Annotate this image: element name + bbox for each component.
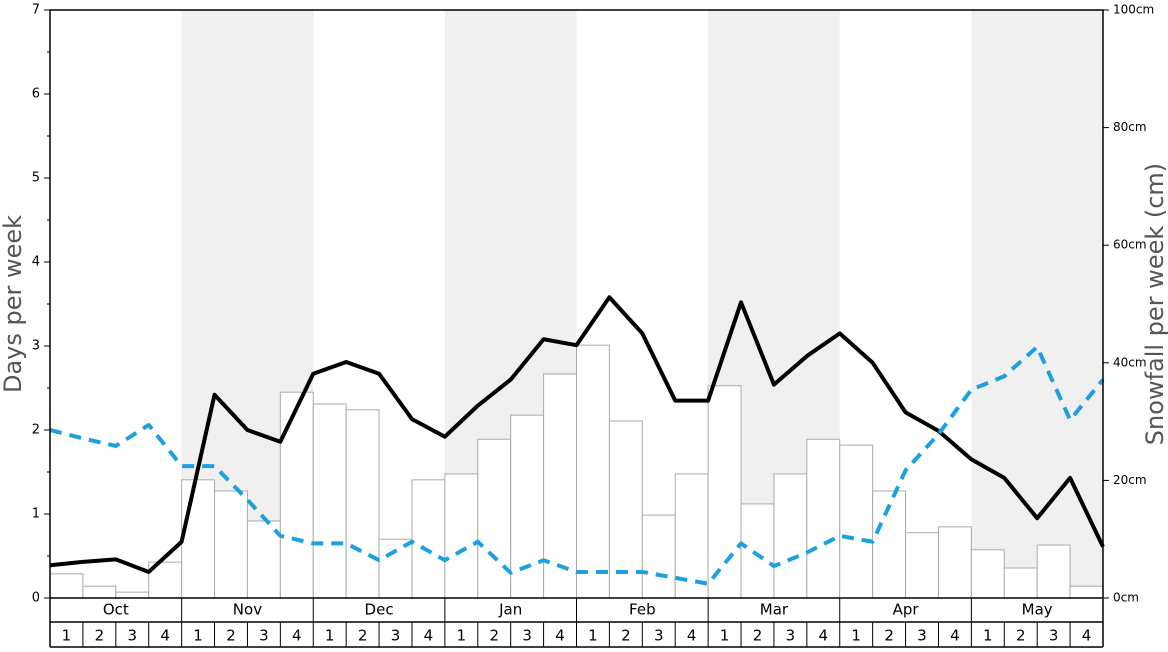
bar	[1003, 567, 1038, 599]
bar	[214, 490, 248, 599]
y2-tick-label: 0cm	[1113, 591, 1139, 605]
y-axis-title: Days per week	[0, 215, 27, 393]
x-tick-label: 3	[654, 627, 664, 645]
bar	[839, 444, 874, 599]
x-tick-label: 4	[424, 627, 434, 645]
month-label: Mar	[760, 601, 789, 619]
y2-tick-label: 20cm	[1113, 473, 1147, 487]
month-label: Nov	[233, 601, 262, 619]
x-tick-label: 1	[457, 627, 467, 645]
bar	[312, 403, 347, 599]
bar	[576, 344, 610, 599]
x-tick-label: 2	[358, 627, 368, 645]
bar	[806, 438, 841, 599]
month-label: Oct	[103, 601, 129, 619]
x-tick-label: 3	[391, 627, 401, 645]
x-tick-label: 2	[753, 627, 763, 645]
x-tick-label: 3	[127, 627, 137, 645]
y-tick-label: 2	[32, 423, 40, 438]
x-tick-label: 1	[62, 627, 72, 645]
x-tick-label: 2	[489, 627, 499, 645]
bar	[970, 549, 1005, 599]
x-tick-label: 4	[160, 627, 170, 645]
x-tick-label: 3	[259, 627, 269, 645]
x-tick-label: 1	[193, 627, 203, 645]
x-tick-label: 2	[621, 627, 631, 645]
y-tick-label: 6	[32, 87, 40, 102]
bar	[1069, 585, 1104, 599]
bar	[641, 514, 676, 599]
x-tick-label: 4	[1082, 627, 1092, 645]
y-tick-label: 3	[32, 339, 40, 354]
y2-axis-title: Snowfall per week (cm)	[1141, 163, 1168, 445]
x-tick-label: 2	[1016, 627, 1026, 645]
line-series	[49, 344, 1105, 586]
x-tick-label: 1	[983, 627, 993, 645]
x-tick-label: 2	[884, 627, 894, 645]
x-tick-label: 1	[720, 627, 730, 645]
y-tick-label: 4	[32, 255, 40, 270]
x-tick-label: 1	[851, 627, 861, 645]
x-tick-label: 4	[292, 627, 302, 645]
bar	[411, 479, 446, 599]
bar	[740, 503, 775, 599]
x-tick-label: 4	[950, 627, 960, 645]
x-tick-label: 2	[95, 627, 105, 645]
x-tick-label: 1	[325, 627, 335, 645]
bar	[707, 385, 742, 599]
x-tick-label: 3	[1049, 627, 1059, 645]
bar	[937, 526, 972, 599]
bar	[773, 473, 808, 599]
bar	[345, 409, 380, 599]
y-tick-label: 7	[32, 3, 40, 18]
month-label: Jan	[498, 601, 522, 619]
bar	[115, 591, 150, 599]
bar	[246, 520, 281, 599]
month-label: May	[1022, 601, 1053, 619]
x-tick-label: 3	[522, 627, 532, 645]
bar	[477, 438, 512, 599]
y2-tick-label: 80cm	[1113, 120, 1147, 134]
month-label: Feb	[629, 601, 656, 619]
bar	[279, 391, 314, 599]
bar	[1036, 544, 1071, 599]
bar	[378, 538, 413, 599]
month-label: Apr	[893, 601, 920, 619]
bar	[905, 532, 939, 599]
x-tick-label: 1	[588, 627, 598, 645]
bar	[608, 420, 643, 599]
month-label: Dec	[365, 601, 394, 619]
bar	[181, 479, 216, 599]
bar	[49, 573, 84, 599]
bar	[82, 585, 117, 599]
y2-tick-label: 60cm	[1113, 238, 1147, 252]
y-tick-label: 1	[32, 507, 40, 522]
x-tick-label: 4	[687, 627, 697, 645]
y2-tick-label: 100cm	[1113, 3, 1154, 17]
x-tick-label: 2	[226, 627, 236, 645]
y2-tick-label: 40cm	[1113, 355, 1147, 369]
y-tick-label: 5	[32, 171, 40, 186]
bar	[444, 473, 479, 599]
bar	[510, 414, 545, 599]
x-tick-label: 4	[555, 627, 565, 645]
x-tick-label: 3	[917, 627, 927, 645]
x-tick-label: 4	[819, 627, 829, 645]
line-series	[49, 295, 1105, 574]
x-tick-label: 3	[786, 627, 796, 645]
y-tick-label: 0	[32, 591, 40, 606]
